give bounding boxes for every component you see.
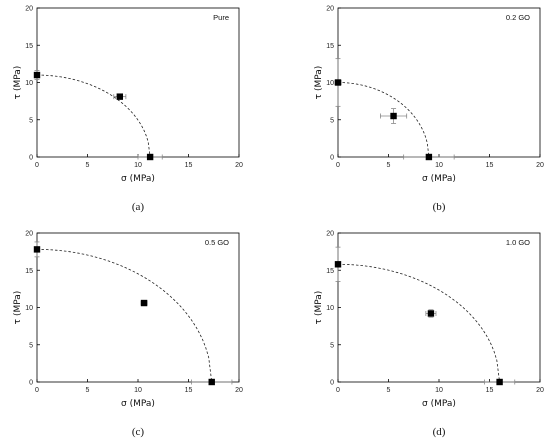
y-tick-label: 0	[330, 155, 334, 162]
y-tick-label: 15	[326, 268, 334, 275]
x-tick-label: 20	[536, 387, 544, 394]
x-tick-label: 15	[185, 162, 193, 169]
y-tick-label: 15	[25, 268, 33, 275]
x-tick-label: 0	[336, 162, 340, 169]
data-point	[33, 70, 41, 80]
x-tick-label: 10	[435, 162, 443, 169]
chart-panel-3: 0 5 10 15 20 0 5 10 15 20 σ (MPa) τ (MPa) 1.0 GO (d)	[314, 231, 544, 439]
data-point	[334, 58, 342, 107]
data-point-marker	[208, 378, 215, 386]
x-axis-label: σ (MPa)	[121, 399, 155, 409]
y-tick-label: 5	[29, 117, 33, 124]
data-point-marker	[425, 153, 433, 161]
y-tick-label: 0	[29, 155, 33, 162]
y-tick-label: 5	[330, 342, 334, 349]
y-axis-label: τ (MPa)	[13, 291, 23, 325]
y-tick-label: 5	[29, 342, 33, 349]
y-tick-label: 15	[326, 43, 334, 50]
x-tick-label: 10	[134, 387, 142, 394]
data-point-marker	[33, 246, 41, 253]
data-point-marker	[427, 310, 435, 317]
data-point-marker	[390, 112, 397, 120]
data-point	[425, 309, 437, 318]
x-tick-label: 15	[486, 387, 494, 394]
y-axis-label: τ (MPa)	[314, 291, 324, 325]
plot-frame	[337, 7, 541, 158]
y-tick-label: 0	[330, 380, 334, 387]
chart-panel-1: 0 5 10 15 20 0 5 10 15 20 σ (MPa) τ (MPa) 0.2 GO (b)	[314, 6, 544, 214]
x-tick-label: 5	[387, 162, 391, 169]
fit-curve	[338, 263, 500, 383]
x-tick-label: 20	[536, 162, 544, 169]
x-tick-label: 5	[86, 162, 90, 169]
fit-curve	[37, 248, 213, 383]
x-axis-label: σ (MPa)	[422, 399, 456, 409]
y-tick-label: 10	[25, 305, 33, 312]
data-point	[33, 241, 41, 258]
data-point	[484, 378, 516, 386]
x-axis-label: σ (MPa)	[121, 174, 155, 184]
x-tick-label: 10	[134, 162, 142, 169]
x-tick-label: 0	[35, 162, 39, 169]
x-tick-label: 0	[35, 387, 39, 394]
data-point	[140, 299, 148, 307]
y-tick-label: 0	[29, 380, 33, 387]
x-tick-label: 10	[435, 387, 443, 394]
data-point	[191, 378, 233, 386]
y-tick-label: 5	[330, 117, 334, 124]
y-tick-label: 10	[326, 305, 334, 312]
panel-tag: 0.5 GO	[205, 238, 229, 247]
data-point-marker	[146, 153, 154, 161]
x-axis-label: σ (MPa)	[422, 174, 456, 184]
data-point-marker	[116, 93, 124, 100]
plot-frame	[36, 7, 240, 158]
plot-frame	[36, 232, 240, 383]
data-point	[403, 153, 455, 161]
panel-tag: Pure	[213, 13, 229, 22]
data-point-marker	[33, 71, 41, 79]
fit-curve	[37, 74, 151, 158]
data-point-marker	[140, 299, 148, 307]
y-tick-label: 20	[326, 6, 334, 13]
panel-tag: 0.2 GO	[506, 13, 530, 22]
y-tick-label: 20	[326, 231, 334, 238]
y-axis-label: τ (MPa)	[13, 66, 23, 100]
panel-caption: (a)	[132, 201, 145, 213]
x-tick-label: 15	[185, 387, 193, 394]
y-axis-label: τ (MPa)	[314, 66, 324, 100]
panel-caption: (d)	[433, 426, 446, 438]
data-point	[334, 246, 342, 282]
data-point	[113, 93, 127, 100]
panel-caption: (b)	[433, 201, 446, 213]
x-tick-label: 20	[235, 162, 243, 169]
y-tick-label: 20	[25, 231, 33, 238]
panel-caption: (c)	[132, 426, 145, 438]
plot-frame	[337, 232, 541, 383]
y-tick-label: 20	[25, 6, 33, 13]
y-tick-label: 10	[326, 80, 334, 87]
x-tick-label: 5	[387, 387, 391, 394]
y-tick-label: 10	[25, 80, 33, 87]
chart-panel-0: 0 5 10 15 20 0 5 10 15 20 σ (MPa) τ (MPa) Pure (a)	[13, 6, 243, 214]
data-point-marker	[334, 261, 342, 268]
data-point	[137, 153, 163, 161]
data-point-marker	[496, 378, 503, 386]
fit-curve	[338, 82, 430, 158]
chart-panel-2: 0 5 10 15 20 0 5 10 15 20 σ (MPa) τ (MPa) 0.5 GO (c)	[13, 231, 243, 439]
data-point-marker	[334, 79, 342, 86]
x-tick-label: 20	[235, 387, 243, 394]
panel-tag: 1.0 GO	[506, 238, 530, 247]
data-point	[380, 108, 408, 124]
y-tick-label: 15	[25, 43, 33, 50]
x-tick-label: 5	[86, 387, 90, 394]
x-tick-label: 15	[486, 162, 494, 169]
x-tick-label: 0	[336, 387, 340, 394]
